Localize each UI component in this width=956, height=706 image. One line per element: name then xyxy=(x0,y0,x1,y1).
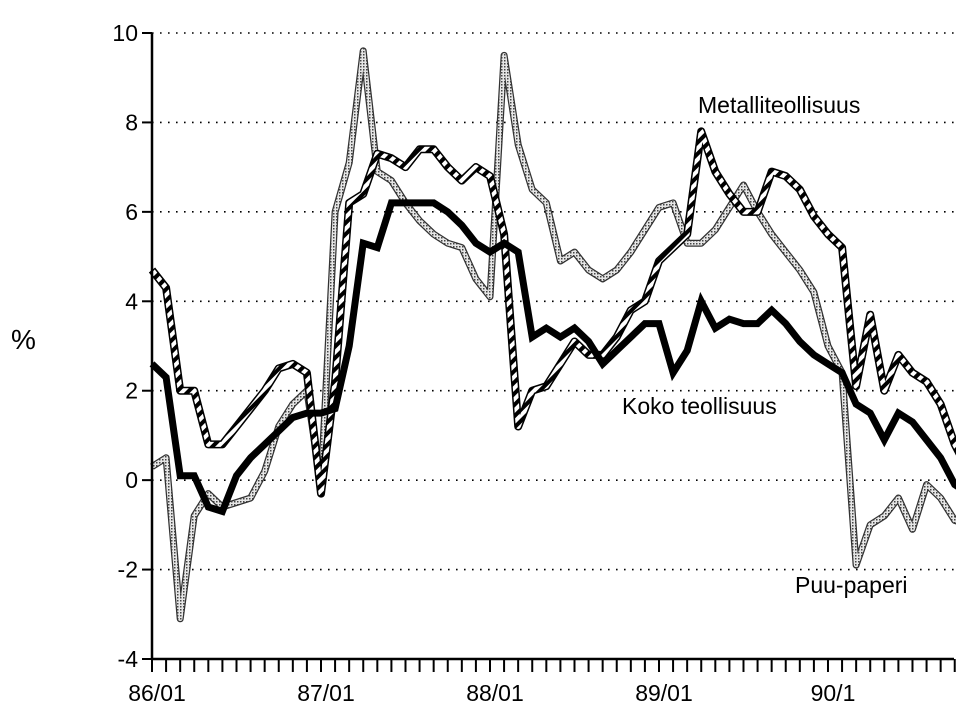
y-tick-label: 8 xyxy=(125,109,138,135)
y-tick-label: -4 xyxy=(118,646,139,672)
y-tick-label: 6 xyxy=(125,199,138,225)
series-puu-paperi xyxy=(150,47,956,623)
labels: % 10 8 6 4 2 0 -2 -4 86/01 87/01 88/01 89/01 90/1 Met… xyxy=(11,20,908,706)
axes xyxy=(142,32,956,672)
series-metalliteollisuus xyxy=(148,127,956,498)
series-koko-teollisuus xyxy=(149,199,956,516)
series-line xyxy=(149,199,956,516)
y-tick-label: 2 xyxy=(125,378,138,404)
series-line xyxy=(150,128,956,497)
gridlines xyxy=(152,32,954,571)
y-axis-title: % xyxy=(11,324,36,355)
x-tick-label: 88/01 xyxy=(466,680,524,706)
series-line xyxy=(150,48,956,622)
x-tick-label: 86/01 xyxy=(128,680,186,706)
y-tick-label: -2 xyxy=(118,557,138,583)
label-metalliteollisuus: Metalliteollisuus xyxy=(698,92,860,118)
x-tick-label: 87/01 xyxy=(297,680,355,706)
label-puu-paperi: Puu-paperi xyxy=(795,572,908,598)
label-koko-teollisuus: Koko teollisuus xyxy=(622,393,777,419)
y-tick-label: 4 xyxy=(125,288,138,314)
x-tick-label: 90/1 xyxy=(811,680,856,706)
series-layer xyxy=(148,47,956,623)
y-tick-label: 10 xyxy=(112,20,138,46)
y-tick-label: 0 xyxy=(125,467,138,493)
x-tick-label: 89/01 xyxy=(635,680,693,706)
